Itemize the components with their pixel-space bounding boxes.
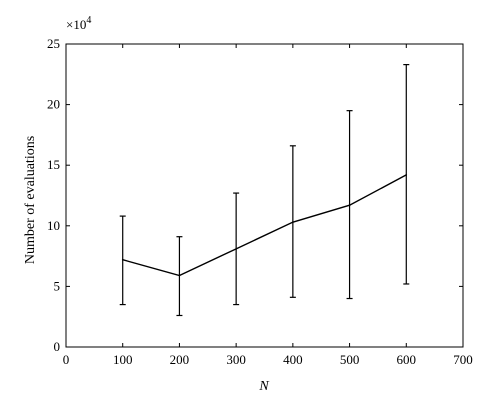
y-tick-label: 10 bbox=[47, 218, 60, 233]
x-tick-label: 700 bbox=[453, 352, 473, 367]
x-tick-label: 500 bbox=[340, 352, 360, 367]
x-tick-label: 200 bbox=[170, 352, 190, 367]
y-axis-ticks: 0 5 10 15 20 25 bbox=[47, 36, 463, 354]
plot-area-border bbox=[65, 43, 464, 348]
data-point bbox=[178, 274, 181, 277]
x-tick-label: 300 bbox=[226, 352, 246, 367]
x-tick-label: 400 bbox=[283, 352, 303, 367]
data-point bbox=[121, 258, 124, 261]
y-axis-label: Number of evaluations bbox=[23, 136, 38, 264]
series-group bbox=[121, 174, 408, 277]
y-tick-label: 0 bbox=[54, 339, 61, 354]
y-tick-label: 25 bbox=[47, 36, 60, 51]
y-tick-label: 5 bbox=[54, 278, 61, 293]
x-tick-label: 0 bbox=[63, 352, 70, 367]
plot-frame bbox=[65, 43, 464, 348]
y-tick-label: 20 bbox=[47, 97, 60, 112]
y-axis-scale-label: ×104 bbox=[66, 15, 91, 32]
data-point bbox=[405, 174, 408, 176]
data-point bbox=[292, 221, 294, 223]
y-axis-scale-base: ×10 bbox=[66, 17, 86, 32]
x-axis-label: N bbox=[258, 379, 269, 394]
error-bars bbox=[119, 64, 410, 317]
data-point bbox=[348, 204, 351, 206]
y-axis-scale-exponent: 4 bbox=[86, 15, 91, 26]
series-line bbox=[122, 174, 407, 277]
x-tick-label: 600 bbox=[397, 352, 417, 367]
x-tick-label: 100 bbox=[113, 352, 133, 367]
x-axis-ticks: 0 100 200 300 400 500 600 700 bbox=[63, 44, 473, 367]
data-point bbox=[235, 248, 237, 250]
y-tick-label: 15 bbox=[47, 157, 60, 172]
